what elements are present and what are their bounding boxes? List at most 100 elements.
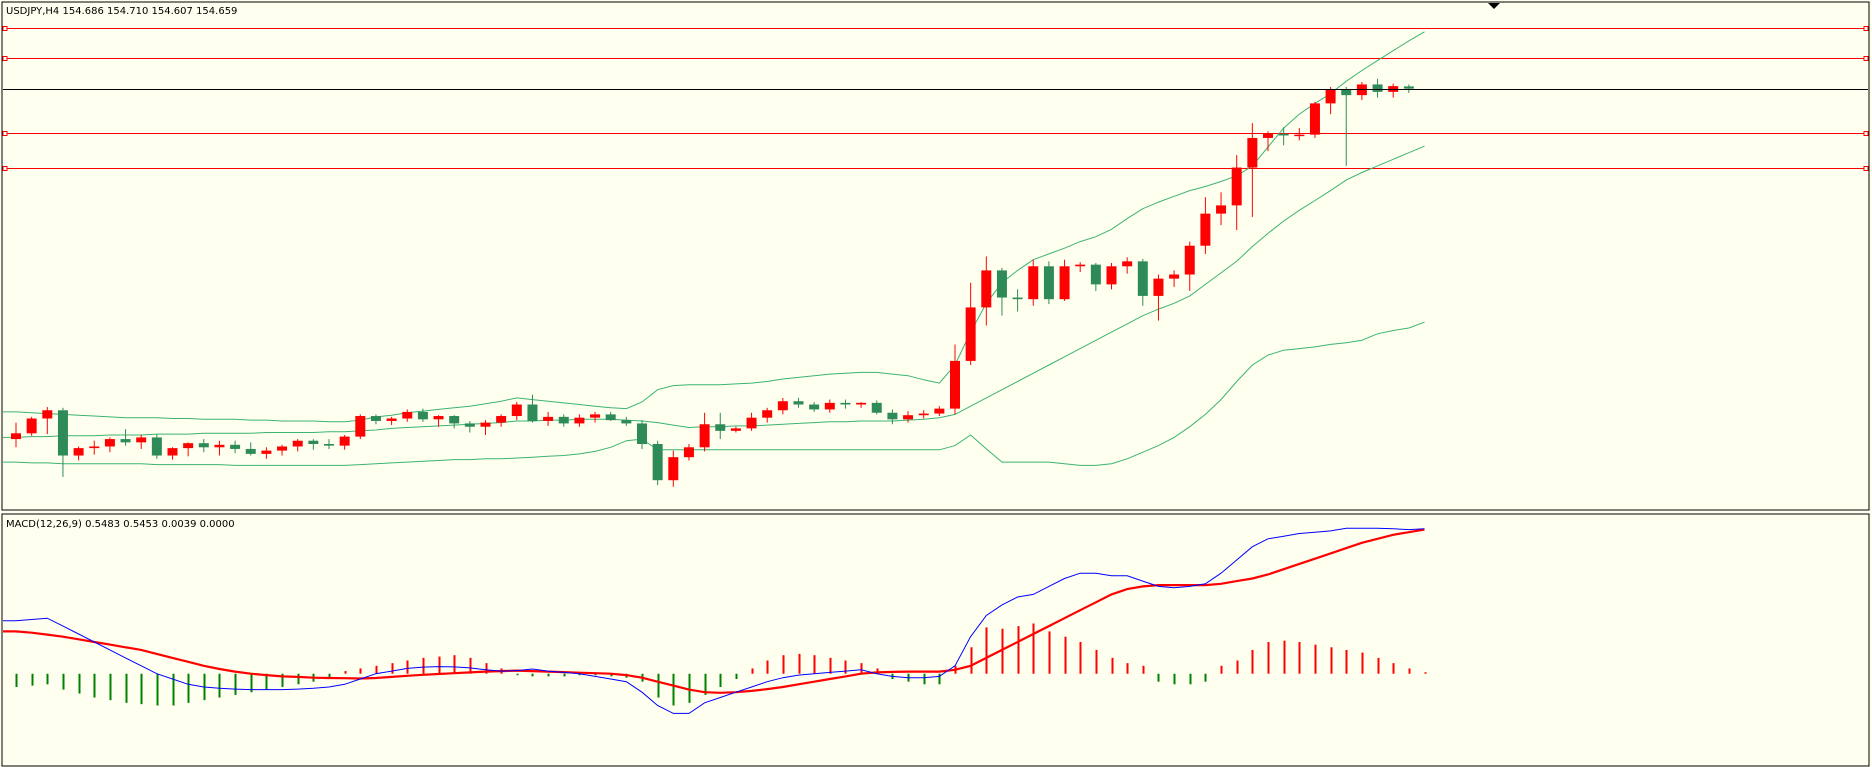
triangle-down-icon[interactable] [1488,3,1500,9]
bull-candle [26,418,37,434]
bear-candle [1403,86,1414,89]
bull-candle [136,437,147,443]
bull-candle [574,417,585,424]
bear-candle [449,416,460,424]
bear-candle [1372,84,1383,92]
bull-candle [355,416,366,437]
bear-candle [198,443,209,448]
bear-candle [1137,261,1148,296]
bull-candle [261,450,272,454]
bull-candle [402,411,413,419]
bear-candle [308,440,319,445]
bull-candle [73,448,84,456]
square-handle-icon [2,131,8,136]
bear-candle [840,402,851,405]
bear-candle [120,439,131,443]
bull-candle [1200,213,1211,246]
bear-candle [996,270,1007,298]
bear-candle [151,437,162,456]
bull-candle [1153,278,1164,296]
bull-candle [1059,266,1070,300]
price-pane[interactable]: USDJPY,H4 154.686 154.710 154.607 154.65… [1,1,1870,511]
bull-candle [1216,205,1227,214]
bear-candle [324,444,334,446]
bull-candle [1309,103,1320,135]
bull-candle [730,428,741,431]
macd-signal-line [3,528,1425,694]
bull-candle [965,307,976,361]
bull-candle [433,416,444,420]
bull-candle [480,422,491,427]
macd-label: MACD(12,26,9) 0.5483 0.5453 0.0039 0.000… [6,519,235,530]
bear-candle [809,404,820,410]
bear-candle [887,412,898,420]
bull-candle [89,446,100,449]
bull-candle [683,447,694,458]
bear-candle [1341,89,1352,96]
bull-candle [11,433,21,440]
bull-candle [214,444,225,448]
bull-candle [950,360,960,409]
bull-candle [699,424,710,448]
bear-candle [1043,266,1054,300]
bull-candle [981,270,992,308]
macd-main-line [3,527,1425,714]
square-handle-icon [2,56,8,61]
bull-candle [167,448,178,456]
bull-candle [746,417,757,429]
bear-candle [417,411,428,420]
horizontal-levels [2,26,1869,171]
bollinger-lower-band [3,321,1425,466]
bear-candle [1278,133,1289,136]
square-handle-icon [2,166,8,171]
bull-candle [824,402,835,410]
bull-candle [918,413,929,416]
bull-candle [183,443,194,449]
bull-candle [1028,266,1039,300]
square-handle-icon [1863,56,1869,61]
bull-candle [777,401,788,411]
bull-candle [496,416,507,423]
bull-candle [1122,261,1133,267]
bear-candle [793,401,804,405]
bull-candle [42,410,53,419]
macd-pane[interactable]: MACD(12,26,9) 0.5483 0.5453 0.0039 0.000… [1,513,1870,767]
bear-candle [464,423,475,427]
bear-candle [527,404,538,421]
bear-candle [637,423,647,445]
bull-candle [1184,245,1195,275]
bear-candle [57,410,68,456]
bear-candle [558,416,569,424]
bear-candle [1012,297,1023,300]
candles [11,78,1414,487]
bull-candle [1263,133,1273,138]
symbol-ohlc-label: USDJPY,H4 154.686 154.710 154.607 154.65… [6,6,237,17]
bull-candle [292,440,303,447]
bull-candle [1388,86,1399,92]
bear-candle [871,402,882,413]
square-handle-icon [1863,26,1869,31]
bull-candle [386,418,397,421]
bull-candle [903,415,914,420]
bull-candle [104,439,115,447]
bull-candle [856,402,867,405]
bollinger-middle-band [3,145,1425,438]
bear-candle [245,448,256,454]
bull-candle [511,404,522,417]
bull-candle [1325,89,1336,104]
bull-candle [762,410,773,418]
bull-candle [543,416,554,421]
bull-candle [339,436,350,446]
bull-candle [934,408,945,414]
bull-candle [1247,137,1258,168]
square-handle-icon [1863,131,1869,136]
bear-candle [621,420,632,424]
bear-candle [1090,264,1101,285]
bull-candle [277,446,288,451]
bear-candle [370,416,381,421]
bull-candle [668,457,679,481]
macd-histogram [15,623,1427,706]
square-handle-icon [1863,166,1869,171]
bull-candle [1294,134,1305,137]
